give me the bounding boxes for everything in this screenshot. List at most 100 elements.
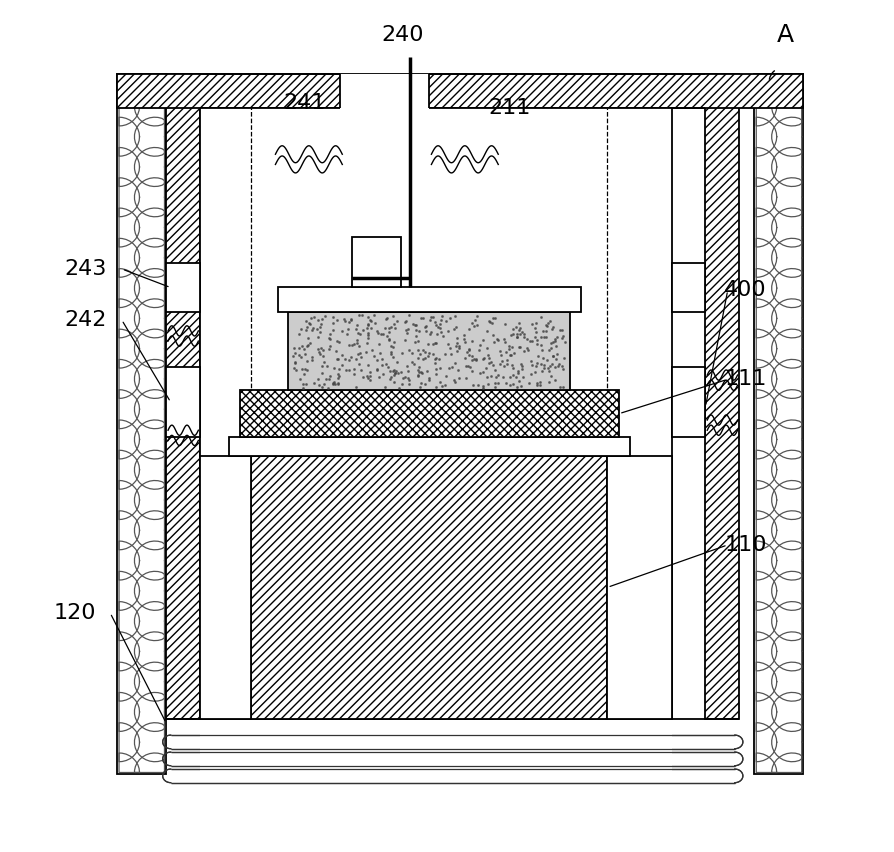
Point bbox=[439, 314, 453, 327]
Point bbox=[548, 332, 562, 346]
Text: 211: 211 bbox=[488, 97, 530, 118]
Point bbox=[362, 313, 376, 326]
Point bbox=[469, 309, 484, 323]
Text: 120: 120 bbox=[54, 603, 96, 623]
Point bbox=[542, 376, 556, 389]
Point bbox=[360, 310, 375, 324]
Point bbox=[318, 309, 333, 323]
Point bbox=[325, 310, 340, 324]
Point bbox=[503, 370, 518, 383]
Point bbox=[350, 333, 364, 347]
Point bbox=[318, 372, 333, 386]
Bar bbox=[351, 238, 401, 287]
Point bbox=[503, 378, 518, 392]
Point bbox=[295, 362, 309, 376]
Bar bbox=[166, 367, 200, 437]
Point bbox=[414, 312, 428, 325]
Point bbox=[382, 333, 396, 347]
Point bbox=[528, 365, 543, 378]
Bar bbox=[240, 390, 619, 437]
Point bbox=[426, 310, 441, 324]
Point bbox=[396, 371, 410, 384]
Point bbox=[312, 378, 326, 392]
Point bbox=[497, 332, 511, 346]
Point bbox=[308, 377, 322, 390]
Point bbox=[383, 365, 397, 378]
Point bbox=[382, 325, 396, 338]
Point bbox=[305, 323, 319, 337]
Point bbox=[371, 326, 385, 340]
Point bbox=[384, 371, 399, 384]
Point bbox=[541, 361, 555, 375]
Point bbox=[408, 318, 422, 331]
Point bbox=[410, 352, 425, 366]
Point bbox=[387, 368, 401, 382]
Point bbox=[387, 376, 401, 389]
Point bbox=[428, 381, 443, 394]
Point bbox=[335, 359, 350, 372]
Point bbox=[465, 349, 479, 363]
Point bbox=[360, 371, 375, 384]
Point bbox=[350, 326, 365, 340]
Point bbox=[510, 331, 525, 344]
Point bbox=[438, 377, 452, 391]
Point bbox=[367, 317, 382, 331]
Point bbox=[434, 314, 448, 327]
Point bbox=[533, 378, 547, 392]
Point bbox=[300, 339, 315, 353]
Point bbox=[517, 345, 531, 359]
Point bbox=[499, 376, 513, 389]
Point bbox=[477, 351, 491, 365]
Point bbox=[554, 323, 569, 337]
Point bbox=[370, 324, 384, 337]
Point bbox=[535, 364, 549, 377]
Point bbox=[329, 344, 343, 358]
Point bbox=[487, 364, 502, 377]
Point bbox=[373, 346, 387, 360]
Point bbox=[492, 368, 506, 382]
Point bbox=[375, 327, 389, 341]
Point bbox=[428, 351, 443, 365]
Point bbox=[507, 346, 521, 360]
Point bbox=[356, 323, 370, 337]
Point bbox=[412, 360, 426, 374]
Point bbox=[485, 329, 500, 343]
Point bbox=[304, 311, 318, 325]
Point bbox=[513, 341, 527, 354]
Point bbox=[500, 358, 514, 371]
Point bbox=[555, 380, 569, 394]
Point bbox=[334, 348, 349, 361]
Point bbox=[443, 342, 457, 355]
Point bbox=[331, 377, 345, 390]
Point bbox=[306, 321, 320, 335]
Point bbox=[519, 332, 534, 346]
Point bbox=[556, 329, 570, 343]
Point bbox=[415, 366, 429, 379]
Point bbox=[297, 342, 311, 355]
Point bbox=[524, 367, 538, 381]
Point bbox=[337, 313, 351, 326]
Point bbox=[386, 340, 401, 354]
Point bbox=[381, 360, 395, 374]
Point bbox=[342, 354, 357, 367]
Point bbox=[509, 320, 523, 334]
Point bbox=[386, 309, 401, 323]
Point bbox=[322, 342, 336, 355]
Point bbox=[342, 363, 356, 377]
Point bbox=[384, 348, 399, 361]
Point bbox=[351, 339, 366, 353]
Point bbox=[354, 350, 368, 364]
Point bbox=[551, 359, 565, 372]
Point bbox=[433, 318, 447, 331]
Point bbox=[376, 368, 391, 382]
Point bbox=[372, 337, 386, 351]
Point bbox=[450, 337, 464, 350]
Point bbox=[461, 360, 476, 373]
Point bbox=[364, 314, 378, 328]
Point bbox=[527, 330, 542, 343]
Point bbox=[378, 380, 392, 394]
Point bbox=[402, 343, 417, 357]
Point bbox=[392, 381, 406, 394]
Point bbox=[493, 344, 508, 358]
Point bbox=[342, 322, 356, 336]
